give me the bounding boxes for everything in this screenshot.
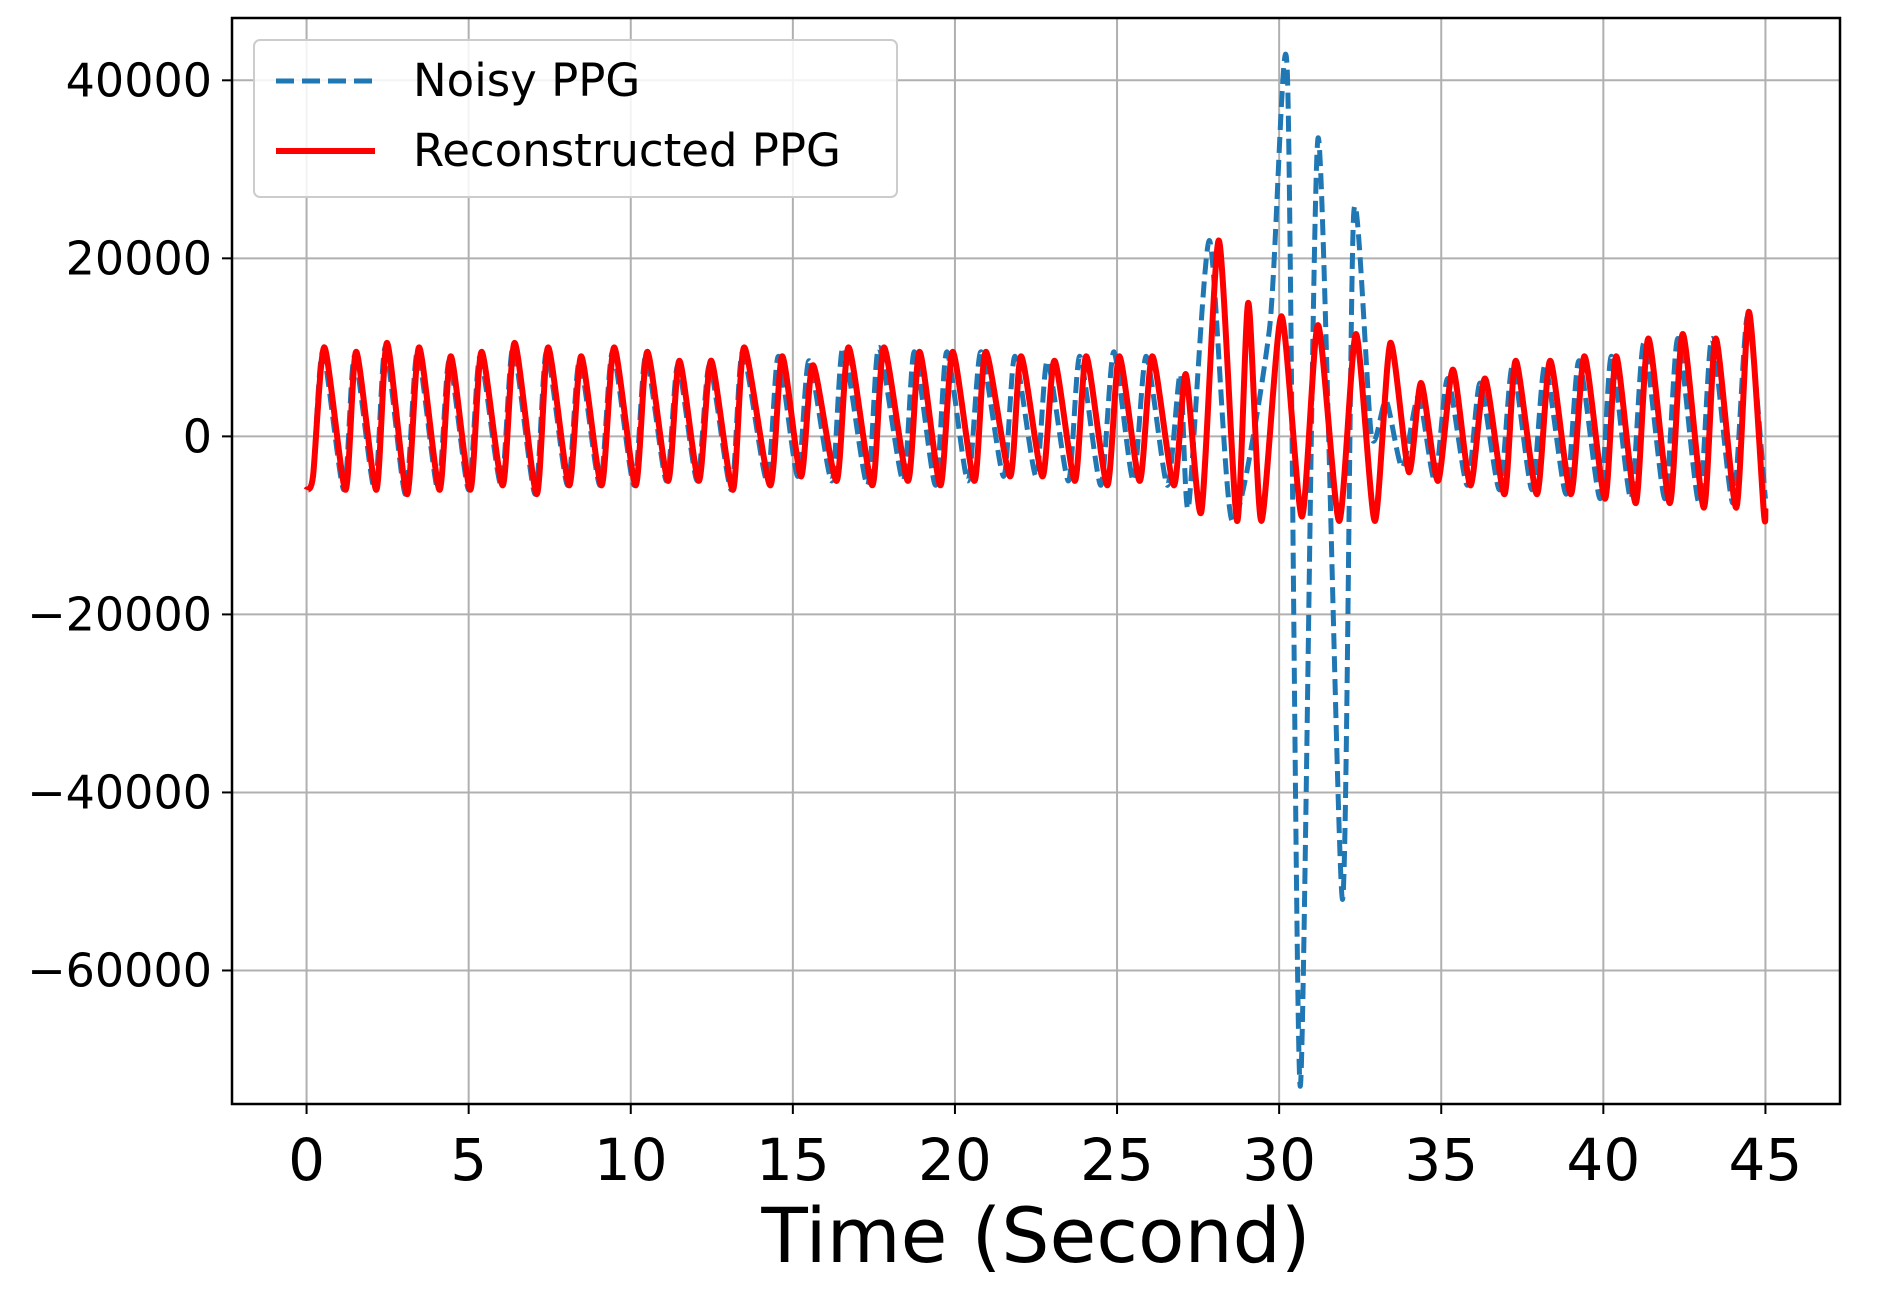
y-tick-label: 40000 bbox=[66, 53, 212, 107]
x-tick-label: 0 bbox=[288, 1126, 325, 1194]
y-tick-label: −60000 bbox=[27, 943, 212, 997]
x-tick-label: 20 bbox=[918, 1126, 992, 1194]
x-axis-ticks: 0 5 10 15 20 25 30 35 40 45 bbox=[288, 1104, 1802, 1194]
x-tick-label: 40 bbox=[1566, 1126, 1640, 1194]
y-tick-label: 0 bbox=[183, 409, 212, 463]
x-tick-label: 25 bbox=[1080, 1126, 1154, 1194]
x-tick-label: 10 bbox=[594, 1126, 668, 1194]
legend: Noisy PPG Reconstructed PPG bbox=[253, 39, 898, 198]
y-tick-label: −20000 bbox=[27, 587, 212, 641]
y-tick-label: −40000 bbox=[27, 765, 212, 819]
series-lines bbox=[303, 51, 1769, 1089]
x-tick-label: 45 bbox=[1729, 1126, 1803, 1194]
x-axis-label: Time (Second) bbox=[760, 1191, 1310, 1280]
legend-box bbox=[253, 39, 898, 198]
series-line-noisy-ppg bbox=[304, 51, 1768, 1089]
legend-label-noisy-ppg: Noisy PPG bbox=[413, 54, 640, 107]
series-line-reconstructed-ppg bbox=[303, 237, 1769, 525]
y-tick-label: 20000 bbox=[66, 231, 212, 285]
axes-frame bbox=[230, 16, 1842, 1106]
y-axis-ticks: 40000 20000 0 −20000 −40000 −60000 bbox=[27, 53, 232, 997]
x-tick-label: 30 bbox=[1242, 1126, 1316, 1194]
legend-label-reconstructed-ppg: Reconstructed PPG bbox=[413, 124, 841, 177]
x-tick-label: 35 bbox=[1404, 1126, 1478, 1194]
x-tick-label: 5 bbox=[450, 1126, 487, 1194]
x-tick-label: 15 bbox=[756, 1126, 830, 1194]
